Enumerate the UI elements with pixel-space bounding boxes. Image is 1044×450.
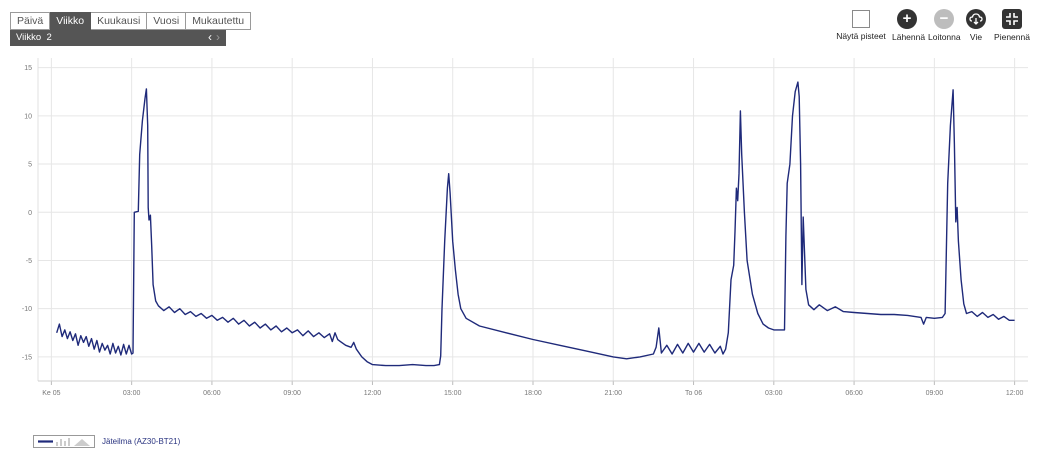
previous-week-icon[interactable]: ‹ [208, 30, 212, 44]
tab-year[interactable]: Vuosi [147, 12, 187, 30]
temperature-chart: 15 10 5 0 -5 -10 -15 Ke 05 03:00 06:00 09:00 12:00… [22, 58, 1028, 397]
y-axis: 15 10 5 0 -5 -10 -15 [22, 58, 39, 381]
x-tick-label: 12:00 [364, 390, 382, 397]
export-button[interactable]: Vie [964, 9, 988, 42]
chart-grid [38, 58, 1028, 381]
x-tick-label: 09:00 [283, 390, 301, 397]
x-tick-label: 09:00 [926, 390, 944, 397]
show-points-toggle[interactable]: Näytä pisteet [836, 9, 886, 41]
x-tick-label: 15:00 [444, 390, 462, 397]
week-number: 2 [46, 32, 52, 43]
zoom-in-button[interactable]: + Lähennä [892, 9, 926, 42]
period-tabs: Päivä Viikko Kuukausi Vuosi Mukautettu [10, 12, 252, 30]
x-tick-label: To 06 [685, 390, 702, 397]
legend-swatch [33, 434, 95, 448]
week-arrows: ‹ › [208, 30, 220, 45]
week-label: Viikko [16, 32, 42, 43]
chart-legend[interactable]: Jäteilma (AZ30-BT21) [33, 432, 180, 450]
y-tick-label: -10 [22, 306, 32, 313]
y-tick-label: 0 [28, 210, 32, 217]
legend-label: Jäteilma (AZ30-BT21) [102, 436, 181, 446]
show-points-label: Näytä pisteet [836, 31, 886, 41]
x-tick-label: 03:00 [765, 390, 783, 397]
x-tick-label: 21:00 [605, 390, 623, 397]
minimize-label: Pienennä [994, 32, 1030, 42]
zoom-out-label: Loitonna [928, 32, 961, 42]
zoom-out-button[interactable]: − Loitonna [928, 9, 961, 42]
y-tick-label: 10 [24, 113, 32, 120]
y-tick-label: 5 [28, 162, 32, 169]
tab-custom[interactable]: Mukautettu [186, 12, 252, 30]
x-tick-label: 06:00 [203, 390, 221, 397]
x-tick-label: 18:00 [524, 390, 542, 397]
y-tick-label: 15 [24, 65, 32, 72]
export-label: Vie [969, 32, 983, 42]
x-tick-label: 03:00 [123, 390, 141, 397]
next-week-icon[interactable]: › [216, 30, 220, 44]
cloud-download-icon [966, 9, 986, 29]
week-selector: Viikko 2 ‹ › [10, 30, 226, 46]
tab-week[interactable]: Viikko [50, 12, 92, 30]
y-tick-label: -15 [22, 354, 32, 361]
tab-month[interactable]: Kuukausi [91, 12, 148, 30]
y-tick-label: -5 [26, 258, 32, 265]
collapse-icon [1002, 9, 1022, 29]
minimize-button[interactable]: Pienennä [994, 9, 1030, 42]
x-tick-label: 06:00 [845, 390, 863, 397]
minus-circle-icon: − [934, 9, 954, 29]
show-points-checkbox[interactable] [852, 10, 870, 28]
x-tick-label: Ke 05 [42, 390, 60, 397]
x-tick-label: 12:00 [1006, 390, 1024, 397]
x-axis: Ke 05 03:00 06:00 09:00 12:00 15:00 18:00 21:00… [38, 380, 1028, 397]
plus-circle-icon: + [897, 9, 917, 29]
tab-day[interactable]: Päivä [10, 12, 51, 30]
zoom-in-label: Lähennä [892, 32, 926, 42]
series-line-exhaust-air [56, 81, 1015, 367]
